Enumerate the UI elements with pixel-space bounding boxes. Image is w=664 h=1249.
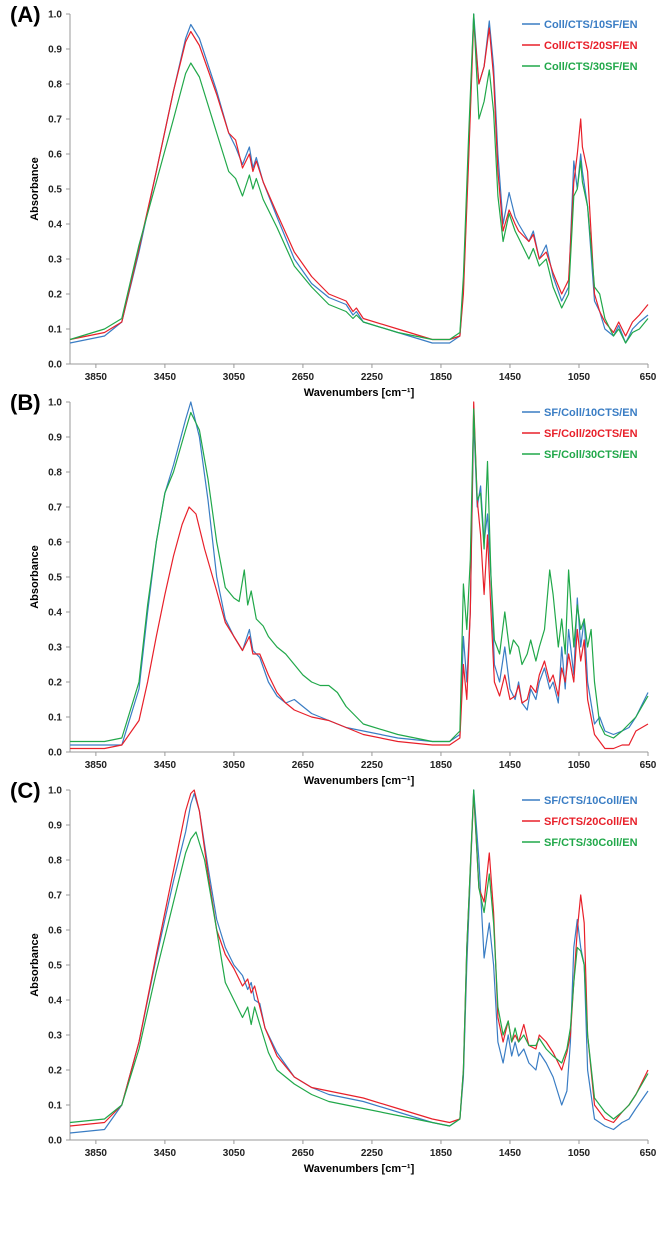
x-tick-label: 2650 [292, 760, 315, 771]
x-tick-label: 1850 [430, 1148, 453, 1159]
x-tick-label: 3850 [85, 1148, 108, 1159]
x-tick-label: 650 [640, 372, 657, 383]
y-tick-label: 0.8 [48, 80, 62, 91]
x-tick-label: 650 [640, 760, 657, 771]
x-tick-label: 650 [640, 1148, 657, 1159]
legend-entry: Coll/CTS/10SF/EN [544, 19, 638, 31]
panel-label: (A) [10, 2, 41, 27]
chart-panel-c: (C) 0.0 0.1 0.2 0.3 0.4 0.5 0.6 0.7 0.8 0.9 1.0 385… [0, 776, 664, 1186]
y-tick-label: 1.0 [48, 10, 62, 21]
y-tick-label: 0.9 [48, 433, 62, 444]
legend-entry: SF/CTS/20Coll/EN [544, 816, 638, 828]
y-tick-label: 0.0 [48, 748, 62, 759]
legend-entry: SF/Coll/20CTS/EN [544, 428, 638, 440]
x-tick-label: 3450 [154, 372, 177, 383]
legend-entry: SF/CTS/10Coll/EN [544, 795, 638, 807]
x-tick-label: 3050 [223, 1148, 246, 1159]
y-tick-label: 0.6 [48, 538, 62, 549]
x-tick-label: 1050 [568, 1148, 591, 1159]
x-tick-label: 3850 [85, 372, 108, 383]
legend-entry: SF/CTS/30Coll/EN [544, 837, 638, 849]
y-tick-label: 0.0 [48, 1136, 62, 1147]
x-tick-label: 3450 [154, 760, 177, 771]
y-tick-label: 0.8 [48, 856, 62, 867]
y-tick-label: 0.3 [48, 1031, 62, 1042]
panel-label: (C) [10, 778, 41, 803]
x-tick-label: 3050 [223, 372, 246, 383]
x-tick-label: 1450 [499, 372, 522, 383]
y-tick-label: 0.6 [48, 926, 62, 937]
y-axis-title: Absorbance [29, 157, 41, 221]
panel-label: (B) [10, 390, 41, 415]
y-axis-title: Absorbance [29, 933, 41, 997]
y-tick-label: 1.0 [48, 786, 62, 797]
x-tick-label: 1850 [430, 372, 453, 383]
chart-panel-a: (A) 0.0 0.1 0.2 0.3 0.4 0.5 0.6 0.7 0.8 0.9 1.0 385… [0, 0, 664, 410]
y-tick-label: 0.5 [48, 185, 62, 196]
y-tick-label: 0.5 [48, 961, 62, 972]
y-tick-label: 0.0 [48, 360, 62, 371]
x-tick-label: 3450 [154, 1148, 177, 1159]
x-tick-label: 1850 [430, 760, 453, 771]
series-line [69, 20, 649, 341]
y-tick-label: 0.4 [48, 608, 62, 619]
y-tick-label: 0.3 [48, 643, 62, 654]
y-tick-label: 0.2 [48, 290, 62, 301]
y-tick-label: 0.5 [48, 573, 62, 584]
series-line [69, 789, 649, 1127]
y-tick-label: 0.3 [48, 255, 62, 266]
x-tick-label: 2250 [361, 1148, 384, 1159]
x-tick-label: 2250 [361, 372, 384, 383]
x-tick-label: 3050 [223, 760, 246, 771]
y-tick-label: 0.1 [48, 325, 62, 336]
x-tick-label: 1450 [499, 1148, 522, 1159]
x-axis-title: Wavenumbers [cm⁻¹] [304, 1163, 415, 1175]
y-tick-label: 0.6 [48, 150, 62, 161]
y-tick-label: 1.0 [48, 398, 62, 409]
legend-entry: SF/Coll/30CTS/EN [544, 449, 638, 461]
chart-panel-b: (B) 0.0 0.1 0.2 0.3 0.4 0.5 0.6 0.7 0.8 0.9 1.0 385… [0, 388, 664, 798]
y-tick-label: 0.8 [48, 468, 62, 479]
x-tick-label: 1050 [568, 372, 591, 383]
x-tick-label: 1050 [568, 760, 591, 771]
x-tick-label: 3850 [85, 760, 108, 771]
y-axis-title: Absorbance [29, 545, 41, 609]
y-tick-label: 0.2 [48, 678, 62, 689]
legend-entry: Coll/CTS/30SF/EN [544, 61, 638, 73]
x-tick-label: 2650 [292, 372, 315, 383]
chart-svg-b: 0.0 0.1 0.2 0.3 0.4 0.5 0.6 0.7 0.8 0.9 1.0 3850 345… [29, 398, 657, 788]
y-tick-label: 0.7 [48, 503, 62, 514]
y-tick-label: 0.1 [48, 1101, 62, 1112]
chart-svg-c: 0.0 0.1 0.2 0.3 0.4 0.5 0.6 0.7 0.8 0.9 1.0 3850 345… [29, 786, 657, 1176]
x-axis-title: Wavenumbers [cm⁻¹] [304, 387, 415, 399]
y-tick-label: 0.4 [48, 996, 62, 1007]
y-tick-label: 0.7 [48, 115, 62, 126]
x-tick-label: 2650 [292, 1148, 315, 1159]
y-tick-label: 0.7 [48, 891, 62, 902]
y-tick-label: 0.4 [48, 220, 62, 231]
series-line [70, 408, 649, 743]
x-tick-label: 1450 [499, 760, 522, 771]
y-tick-label: 0.1 [48, 713, 62, 724]
chart-svg-a: 0.0 0.1 0.2 0.3 0.4 0.5 0.6 0.7 0.8 0.9 1.0 3850 345… [29, 10, 657, 400]
y-tick-label: 0.9 [48, 45, 62, 56]
y-tick-label: 0.9 [48, 821, 62, 832]
x-axis-title: Wavenumbers [cm⁻¹] [304, 775, 415, 787]
series-line [69, 13, 649, 344]
legend-entry: SF/Coll/10CTS/EN [544, 407, 638, 419]
x-tick-label: 2250 [361, 760, 384, 771]
y-tick-label: 0.2 [48, 1066, 62, 1077]
legend-entry: Coll/CTS/20SF/EN [544, 40, 638, 52]
